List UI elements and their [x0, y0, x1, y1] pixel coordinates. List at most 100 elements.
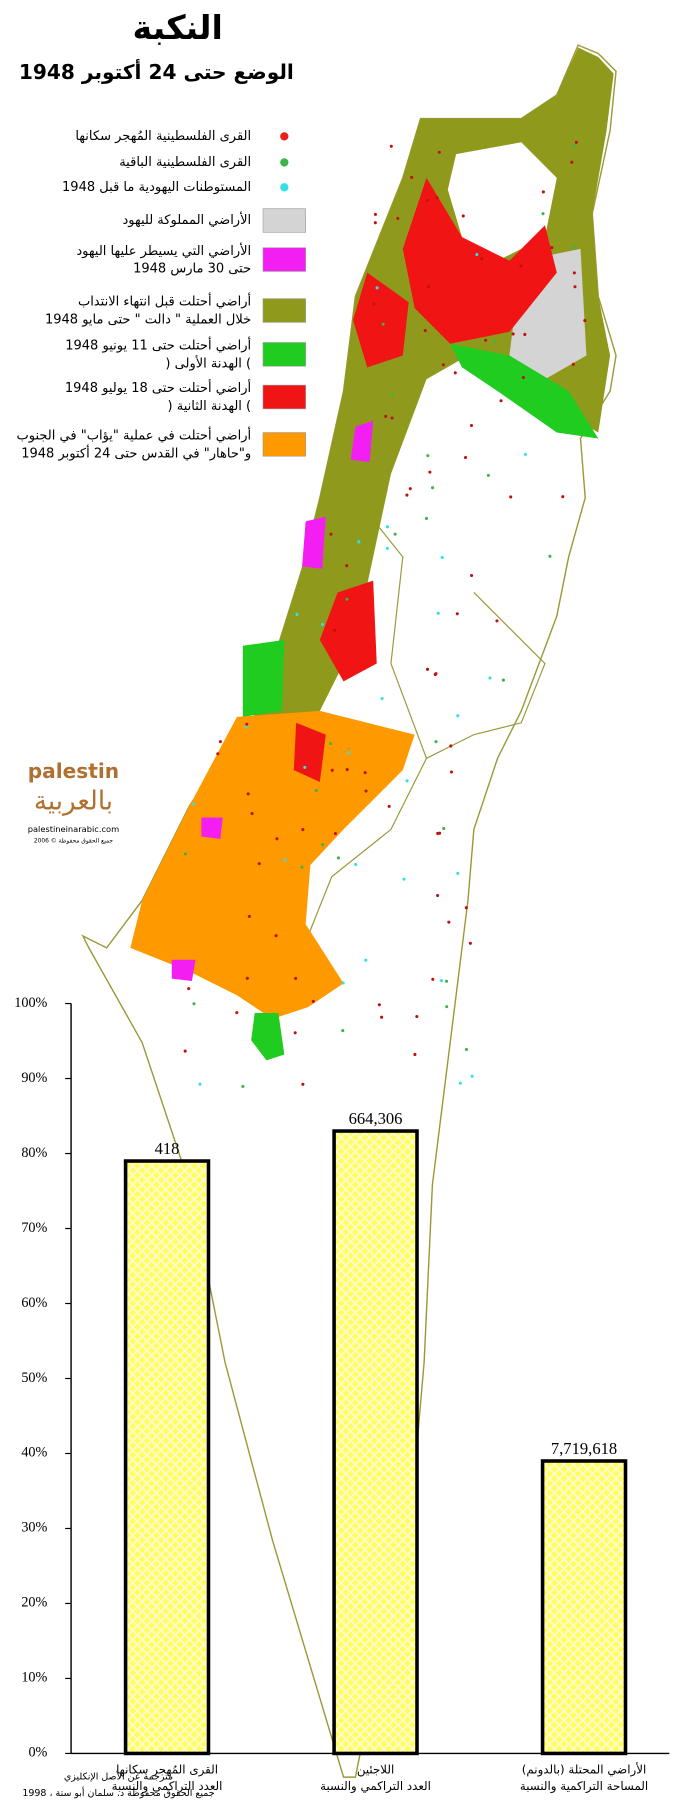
village-dot: [301, 828, 305, 832]
bar-label: 664,306: [349, 1109, 403, 1128]
green-region: [450, 343, 599, 439]
village-dot: [250, 811, 254, 816]
legend-label: ) الهدنة الثانية (: [168, 399, 252, 414]
village-dot: [570, 160, 574, 164]
village-dot: [330, 768, 334, 772]
village-dot: [511, 332, 515, 336]
village-dot: [455, 612, 459, 616]
village-dot: [384, 414, 388, 418]
village-dot: [437, 150, 441, 154]
village-dot: [333, 628, 337, 632]
village-dot: [198, 1082, 202, 1086]
footer-line: مترجمة عن الأصل الإنكليزي: [64, 1771, 173, 1783]
x-tick-note: العدد التراكمي والنسبة: [320, 1779, 431, 1794]
village-dot: [548, 554, 552, 558]
x-tick-note: المساحة التراكمية والنسبة: [520, 1779, 648, 1794]
village-dot: [380, 696, 384, 701]
village-dot: [235, 1011, 239, 1015]
bar-chart: 0% 10% 20% 30% 40% 50% 60% 70% 80% 90% 100% 418 القر…: [14, 995, 670, 1794]
y-tick-label: 30%: [21, 1520, 47, 1536]
red-region: [353, 272, 409, 368]
village-dot: [257, 862, 261, 866]
village-dot: [573, 143, 577, 147]
village-dot: [425, 667, 430, 671]
village-dot: [519, 264, 523, 268]
legend-swatch: [280, 132, 289, 141]
village-dot: [501, 678, 505, 682]
village-dot: [341, 1029, 345, 1033]
village-dot: [439, 979, 443, 983]
village-dot: [484, 338, 488, 342]
y-tick-label: 50%: [21, 1370, 47, 1386]
village-dot: [391, 393, 395, 397]
legend-label: الأراضي التي يسيطر عليها اليهود: [76, 242, 251, 259]
village-dot: [364, 958, 368, 962]
village-dot: [373, 221, 377, 225]
village-dot: [372, 302, 376, 306]
village-dot: [445, 1005, 449, 1009]
village-dot: [192, 1002, 196, 1006]
village-dot: [357, 540, 361, 544]
y-tick-label: 20%: [21, 1595, 47, 1611]
red-region: [402, 177, 557, 344]
village-dot: [425, 198, 430, 202]
village-dot: [345, 768, 349, 772]
village-dot: [283, 858, 287, 862]
village-dot: [415, 1014, 419, 1019]
village-dot: [441, 363, 445, 367]
village-dot: [347, 750, 351, 754]
village-dot: [453, 371, 457, 375]
bar: [332, 1129, 419, 1756]
village-dot: [390, 416, 394, 420]
legend-label: حتى 30 مارس 1948: [133, 262, 251, 277]
village-dot: [294, 976, 298, 980]
x-tick-label: الأراضي المحتلة (بالدونم): [522, 1762, 646, 1778]
village-dot: [246, 792, 250, 796]
orange-region: [130, 710, 415, 1019]
village-dot: [187, 987, 191, 991]
village-dot: [475, 252, 479, 257]
village-dot: [435, 196, 439, 200]
village-dot: [456, 714, 460, 718]
village-dot: [486, 473, 490, 477]
village-dot: [405, 779, 409, 783]
logo: palestin بالعربية palestineinarabic.com …: [28, 759, 119, 845]
map-subtitle: الوضع حتى 24 أكتوبر 1948: [19, 58, 294, 84]
bar-label: 418: [155, 1139, 180, 1158]
village-dot: [410, 175, 414, 179]
village-dot: [550, 246, 554, 250]
village-dot: [389, 144, 393, 148]
village-dot: [571, 362, 575, 366]
green-region: [251, 1013, 285, 1061]
logo-url: palestineinarabic.com: [28, 824, 119, 834]
village-dot: [427, 285, 431, 289]
village-dot: [345, 564, 349, 568]
legend-label: و"حاهار" في القدس حتى 24 أكتوبر 1948: [21, 444, 251, 461]
village-dot: [423, 329, 427, 333]
village-dot: [377, 1003, 381, 1007]
legend-label: الأراضي المملوكة لليهود: [122, 211, 251, 228]
village-dot: [385, 546, 389, 550]
village-dot: [442, 826, 446, 831]
logo-arabic: بالعربية: [34, 787, 113, 817]
village-dot: [341, 981, 345, 985]
village-dot: [440, 555, 444, 560]
logo-rights: جميع الحقوق محفوظة © 2006: [34, 838, 114, 845]
village-dot: [574, 140, 578, 144]
village-dot: [461, 214, 465, 218]
village-dot: [433, 672, 437, 677]
village-dot: [320, 622, 324, 626]
village-dot: [245, 722, 249, 726]
legend-swatch: [280, 158, 289, 167]
village-dots: [183, 140, 587, 1088]
village-dot: [509, 495, 513, 499]
village-dot: [456, 871, 460, 875]
legend-label: أراضي أحتلت حتى 18 يوليو 1948: [65, 379, 251, 396]
village-dot: [426, 454, 430, 458]
legend-swatch: [262, 342, 306, 367]
village-dot: [183, 852, 187, 856]
legend-swatch: [262, 208, 306, 233]
village-dot: [329, 532, 333, 536]
village-dot: [470, 573, 474, 578]
